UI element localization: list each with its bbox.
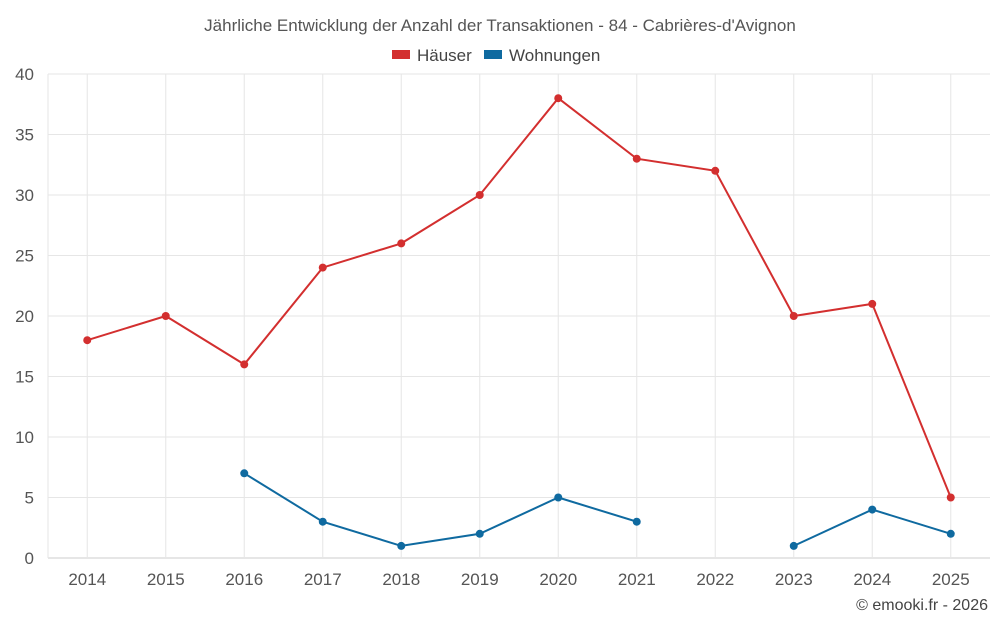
grid	[47, 73, 990, 559]
x-axis: 2014 2015 2016 2017 2018 2019 2020 2021 2022 2023…	[68, 570, 969, 589]
y-tick-label: 15	[15, 368, 34, 387]
data-point[interactable]	[711, 166, 720, 175]
data-point[interactable]	[83, 336, 92, 345]
data-point[interactable]	[554, 94, 563, 103]
x-tick-label: 2017	[304, 570, 342, 589]
data-point[interactable]	[318, 263, 327, 272]
legend: Häuser Wohnungen	[392, 46, 600, 65]
data-point[interactable]	[868, 505, 877, 514]
data-point[interactable]	[946, 529, 955, 538]
y-tick-label: 10	[15, 428, 34, 447]
chart-title: Jährliche Entwicklung der Anzahl der Tra…	[204, 16, 796, 35]
data-point[interactable]	[475, 191, 484, 199]
series-0	[83, 94, 955, 502]
x-tick-label: 2014	[68, 570, 106, 589]
y-tick-label: 30	[15, 186, 34, 205]
legend-item[interactable]: Wohnungen	[484, 46, 600, 65]
data-point[interactable]	[789, 312, 798, 320]
series-1	[240, 469, 955, 550]
data-point[interactable]	[397, 239, 406, 248]
data-point[interactable]	[554, 493, 563, 502]
data-point[interactable]	[240, 360, 249, 369]
legend-swatch	[484, 50, 502, 59]
data-point[interactable]	[475, 529, 484, 538]
x-tick-label: 2022	[696, 570, 734, 589]
y-tick-label: 25	[15, 247, 34, 266]
data-point[interactable]	[397, 541, 406, 550]
data-point[interactable]	[632, 154, 641, 163]
data-point[interactable]	[632, 517, 641, 526]
credit-text: © emooki.fr - 2026	[856, 597, 988, 614]
data-point[interactable]	[161, 312, 170, 320]
y-tick-label: 5	[25, 489, 34, 508]
legend-item[interactable]: Häuser	[392, 46, 472, 65]
x-tick-label: 2018	[382, 570, 420, 589]
legend-label: Wohnungen	[509, 46, 600, 65]
y-tick-label: 20	[15, 307, 34, 326]
y-tick-label: 35	[15, 126, 34, 145]
y-tick-label: 0	[25, 549, 34, 568]
series-line	[243, 472, 638, 547]
data-point[interactable]	[946, 493, 955, 502]
y-axis: 0 5 10 15 20 25 30 35 40	[15, 65, 34, 568]
series-group	[83, 94, 955, 550]
legend-swatch	[392, 50, 410, 59]
data-point[interactable]	[318, 517, 327, 526]
data-point[interactable]	[868, 299, 877, 308]
x-tick-label: 2015	[147, 570, 185, 589]
data-point[interactable]	[240, 469, 249, 478]
x-tick-label: 2020	[539, 570, 577, 589]
x-tick-label: 2021	[618, 570, 656, 589]
series-line	[86, 96, 952, 498]
x-tick-label: 2023	[775, 570, 813, 589]
data-point[interactable]	[789, 541, 798, 550]
x-tick-label: 2016	[225, 570, 263, 589]
legend-label: Häuser	[417, 46, 472, 65]
y-tick-label: 40	[15, 65, 34, 84]
x-tick-label: 2025	[932, 570, 970, 589]
x-tick-label: 2019	[461, 570, 499, 589]
x-tick-label: 2024	[853, 570, 891, 589]
